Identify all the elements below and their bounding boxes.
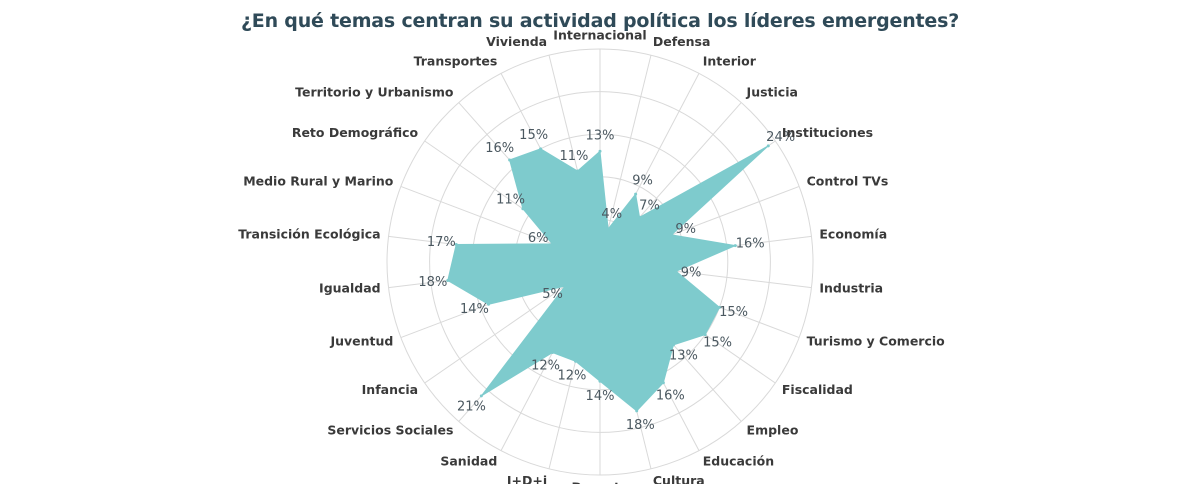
value-label: 17%: [427, 235, 456, 250]
value-label: 14%: [586, 389, 615, 404]
value-label: 16%: [656, 388, 685, 403]
data-point: [674, 269, 678, 273]
value-label: 9%: [675, 222, 696, 237]
category-label: Deporte: [571, 480, 628, 484]
data-point: [634, 192, 638, 196]
value-label: 5%: [542, 287, 563, 302]
value-label: 12%: [557, 368, 586, 383]
category-label: Interior: [703, 53, 757, 68]
data-point: [598, 379, 602, 383]
value-label: 16%: [736, 236, 765, 251]
data-point: [733, 244, 737, 248]
category-label: Empleo: [747, 423, 799, 438]
chart-title: ¿En qué temas centran su actividad polít…: [240, 10, 960, 32]
data-point: [446, 278, 450, 282]
value-label: 4%: [601, 207, 622, 222]
category-label: I+D+i: [507, 473, 547, 484]
data-point: [454, 243, 458, 247]
value-label: 11%: [560, 149, 589, 164]
value-label: 9%: [632, 173, 653, 188]
category-label: Justicia: [746, 84, 798, 99]
category-label: Territorio y Urbanismo: [295, 84, 454, 99]
data-point: [717, 305, 721, 309]
data-point: [563, 284, 567, 288]
category-label: Igualdad: [319, 281, 381, 296]
data-point: [766, 144, 770, 148]
value-label: 24%: [766, 130, 795, 145]
value-label: 6%: [528, 231, 549, 246]
category-label: Vivienda: [486, 34, 547, 49]
category-label: Transición Ecológica: [238, 226, 380, 241]
category-label: Cultura: [653, 473, 705, 484]
value-label: 18%: [626, 418, 655, 433]
value-label: 11%: [496, 193, 525, 208]
value-label: 16%: [485, 141, 514, 156]
data-point: [606, 227, 610, 231]
category-label: Medio Rural y Marino: [243, 173, 394, 188]
category-label: Industria: [819, 281, 883, 296]
category-labels: Internacional Defensa Interior Justicia Inst…: [238, 28, 945, 484]
data-point: [576, 169, 580, 173]
data-point: [508, 158, 512, 162]
radar-area: [447, 145, 769, 412]
value-label: 9%: [681, 266, 702, 281]
value-label: 13%: [586, 129, 615, 144]
category-label: Internacional: [553, 28, 646, 43]
data-point: [539, 147, 543, 151]
data-point: [670, 233, 674, 237]
data-point: [479, 394, 483, 398]
value-label: 12%: [531, 358, 560, 373]
category-label: Infancia: [362, 382, 418, 397]
data-point: [550, 242, 554, 246]
category-label: Juventud: [329, 334, 393, 349]
category-label: Transportes: [414, 53, 498, 68]
data-point: [661, 381, 665, 385]
category-label: Servicios Sociales: [327, 423, 453, 438]
data-point: [598, 149, 602, 153]
category-label: Economía: [819, 226, 887, 241]
data-point: [635, 409, 639, 413]
data-point: [486, 302, 490, 306]
data-point: [638, 215, 642, 219]
radar-area-layer: [446, 144, 770, 413]
value-label: 14%: [460, 302, 489, 317]
category-label: Control TVs: [807, 173, 889, 188]
category-label: Educación: [703, 454, 774, 469]
data-point: [671, 343, 675, 347]
category-label: Sanidad: [440, 454, 497, 469]
data-point: [521, 207, 525, 211]
value-label: 21%: [457, 400, 486, 415]
data-point: [703, 333, 707, 337]
category-label: Defensa: [653, 34, 711, 49]
data-point: [550, 351, 554, 355]
data-point: [574, 359, 578, 363]
value-labels: 13%4%9%7%24%9%16%9%15%15%13%16%18%14%12%…: [418, 128, 795, 433]
value-label: 13%: [669, 349, 698, 364]
value-label: 15%: [703, 336, 732, 351]
value-label: 18%: [418, 275, 447, 290]
value-label: 15%: [719, 305, 748, 320]
value-label: 15%: [519, 128, 548, 143]
category-label: Instituciones: [782, 125, 873, 140]
value-label: 7%: [639, 199, 660, 214]
category-label: Turismo y Comercio: [807, 334, 946, 349]
category-label: Fiscalidad: [782, 382, 853, 397]
category-label: Reto Demográfico: [292, 125, 419, 140]
